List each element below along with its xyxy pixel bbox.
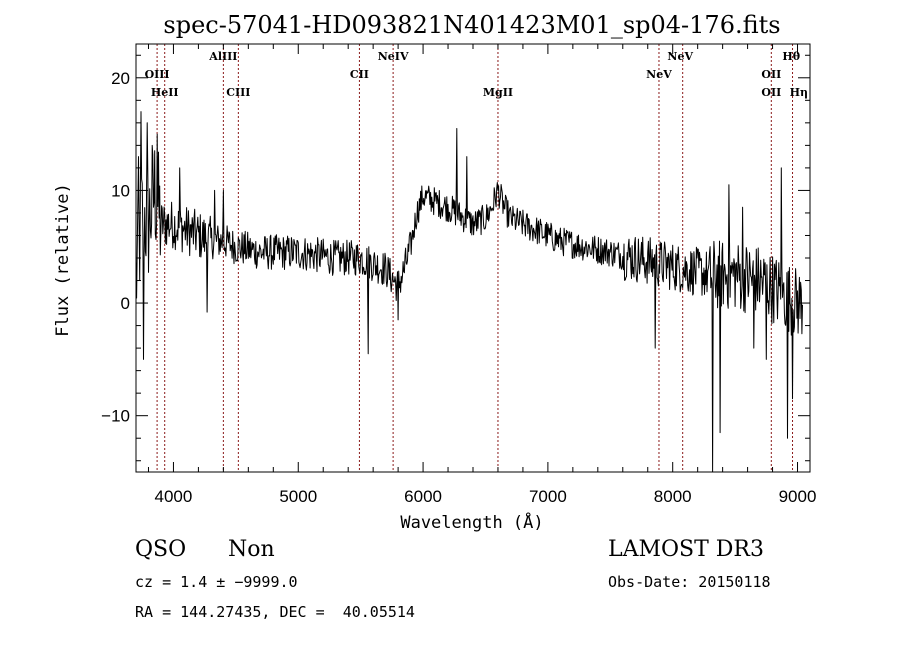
spectral-line-label: CIII	[226, 86, 250, 99]
x-tick-label: 8000	[654, 487, 692, 506]
spectral-line-label: Hθ	[782, 50, 800, 63]
x-tick-label: 5000	[279, 487, 317, 506]
x-tick-label: 7000	[529, 487, 567, 506]
y-axis-ticks: −10 0 10 20	[101, 54, 810, 462]
y-tick-label: 0	[121, 294, 130, 313]
spectral-line-label: CII	[350, 68, 369, 81]
spectral-line-label: MgII	[483, 86, 513, 99]
spectral-line-label: OII	[761, 68, 781, 81]
redshift-cz: cz = 1.4 ± −9999.0	[135, 573, 298, 591]
spectral-line-label: NeIV	[378, 50, 409, 63]
spectral-line-label: NeV	[667, 50, 693, 63]
ra-dec-coordinates: RA = 144.27435, DEC = 40.05514	[135, 603, 415, 621]
object-class: QSO	[135, 537, 187, 562]
chart-title: spec-57041-HD093821N401423M01_sp04-176.f…	[163, 11, 780, 39]
spectral-line-label: HeII	[151, 86, 179, 99]
y-axis-label: Flux (relative)	[53, 183, 73, 337]
spectrum-trace	[135, 111, 803, 473]
x-tick-label: 4000	[155, 487, 193, 506]
y-tick-label: 20	[111, 69, 130, 88]
observation-date: Obs-Date: 20150118	[608, 573, 771, 591]
survey-name: LAMOST DR3	[608, 537, 764, 562]
x-axis-ticks: 4000 5000 6000 7000 8000 9000	[147, 44, 817, 506]
x-axis-label: Wavelength (Å)	[400, 511, 543, 533]
spectrum-line	[135, 111, 803, 473]
spectral-line-label: OII	[761, 86, 781, 99]
x-tick-label: 6000	[404, 487, 442, 506]
object-subclass: Non	[228, 537, 275, 562]
spectral-line-labels: OIII HeII AlIII CIII CII NeIV MgII NeV NeV OII OII…	[145, 50, 808, 99]
spectral-line-label: Hη	[790, 86, 808, 99]
y-tick-label: 10	[111, 181, 130, 200]
x-tick-label: 9000	[779, 487, 817, 506]
y-tick-label: −10	[101, 407, 130, 426]
spectral-line-label: OIII	[145, 68, 170, 81]
spectral-line-label: AlIII	[208, 50, 237, 63]
spectral-line-label: NeV	[646, 68, 672, 81]
spectral-line-markers	[156, 44, 794, 472]
